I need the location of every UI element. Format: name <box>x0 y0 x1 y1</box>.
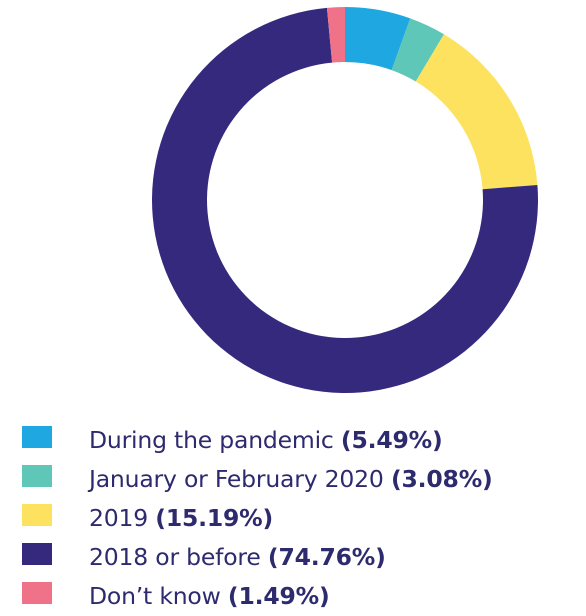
legend-item-during-the-pandemic: During the pandemic (5.49%) <box>22 420 493 459</box>
legend-item-january-or-february-2020: January or February 2020 (3.08%) <box>22 459 493 498</box>
legend-text: 2019 (15.19%) <box>89 504 273 532</box>
legend-item-2019: 2019 (15.19%) <box>22 498 493 537</box>
donut-slice-during-the-pandemic <box>345 7 411 71</box>
legend-label: Don’t know <box>89 581 221 610</box>
donut-slice-don-t-know <box>326 7 345 63</box>
legend-text: Don’t know (1.49%) <box>89 582 330 610</box>
legend-text: 2018 or before (74.76%) <box>89 543 386 571</box>
legend-value: (1.49%) <box>227 581 330 610</box>
donut-slices <box>152 7 539 393</box>
legend-value: (15.19%) <box>155 503 274 532</box>
legend-text: January or February 2020 (3.08%) <box>89 465 493 493</box>
legend-label: During the pandemic <box>89 425 334 454</box>
legend-text: During the pandemic (5.49%) <box>89 426 443 454</box>
legend-label: 2018 or before <box>89 542 261 571</box>
legend-value: (5.49%) <box>340 425 443 454</box>
legend-label: 2019 <box>89 503 149 532</box>
legend-swatch <box>22 582 52 604</box>
legend-swatch <box>22 543 52 565</box>
legend-value: (74.76%) <box>267 542 386 571</box>
legend-swatch <box>22 504 52 526</box>
donut-slice-2019 <box>415 34 538 190</box>
donut-slice-january-or-february-2020 <box>391 18 444 82</box>
donut-chart <box>152 7 539 393</box>
chart-legend: During the pandemic (5.49%) January or F… <box>22 420 493 615</box>
legend-label: January or February 2020 <box>89 464 384 493</box>
legend-item-dont-know: Don’t know (1.49%) <box>22 576 493 615</box>
legend-swatch <box>22 465 52 487</box>
legend-item-2018-or-before: 2018 or before (74.76%) <box>22 537 493 576</box>
legend-value: (3.08%) <box>390 464 493 493</box>
legend-swatch <box>22 426 52 448</box>
